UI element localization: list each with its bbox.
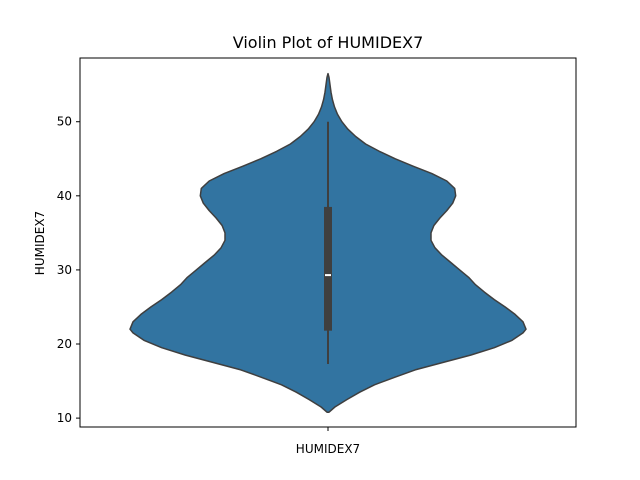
box-iqr: [324, 206, 332, 331]
y-axis-label: HUMIDEX7: [33, 211, 47, 275]
y-tick-label: 50: [57, 115, 72, 129]
y-tick-label: 20: [57, 337, 72, 351]
y-axis-ticks: 10 20 30 40 50: [57, 115, 80, 425]
x-tick-label: HUMIDEX7: [296, 442, 360, 456]
chart-title: Violin Plot of HUMIDEX7: [233, 33, 424, 52]
y-tick-label: 30: [57, 263, 72, 277]
y-tick-label: 40: [57, 189, 72, 203]
y-tick-label: 10: [57, 411, 72, 425]
x-axis-ticks: HUMIDEX7: [296, 427, 360, 456]
